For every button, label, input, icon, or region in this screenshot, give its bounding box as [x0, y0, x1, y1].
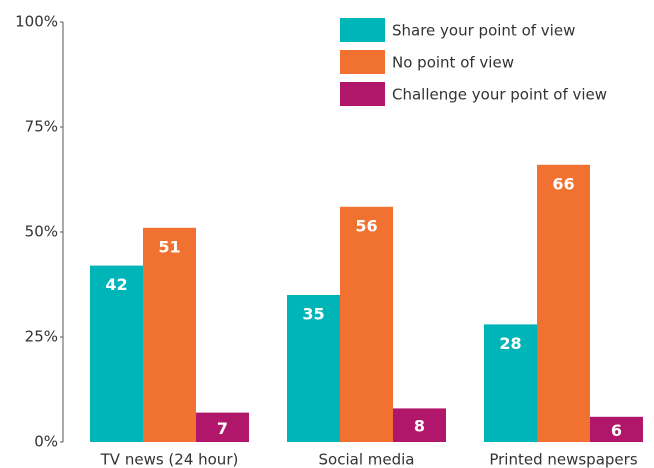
legend-swatch [340, 82, 385, 106]
x-tick-label: Social media [319, 451, 415, 468]
legend-swatch [340, 18, 385, 42]
value-label: 51 [158, 237, 180, 256]
y-tick-label: 25% [25, 328, 58, 346]
bar [143, 227, 196, 442]
bar [590, 416, 643, 442]
legend-swatch [340, 50, 385, 74]
bar [287, 295, 340, 442]
legend-label: Challenge your point of view [392, 86, 607, 104]
value-label: 8 [414, 417, 425, 436]
value-label: 42 [105, 275, 127, 294]
bar [484, 324, 537, 442]
bar [537, 164, 590, 443]
bar [90, 265, 143, 442]
x-tick-label: TV news (24 hour) [100, 451, 239, 468]
value-label: 7 [217, 419, 228, 438]
legend-label: Share your point of view [392, 22, 575, 40]
y-tick-label: 50% [25, 223, 58, 241]
bar [340, 206, 393, 442]
legend-label: No point of view [392, 54, 514, 72]
bar [196, 412, 249, 442]
value-label: 35 [302, 305, 324, 324]
y-tick-label: 100% [15, 13, 58, 31]
y-tick-label: 0% [34, 433, 58, 451]
value-label: 66 [552, 174, 574, 193]
value-label: 6 [611, 421, 622, 440]
bar [393, 408, 446, 442]
value-label: 56 [355, 216, 377, 235]
value-label: 28 [499, 334, 521, 353]
y-tick-label: 75% [25, 118, 58, 136]
x-tick-label: Printed newspapers [489, 451, 637, 468]
